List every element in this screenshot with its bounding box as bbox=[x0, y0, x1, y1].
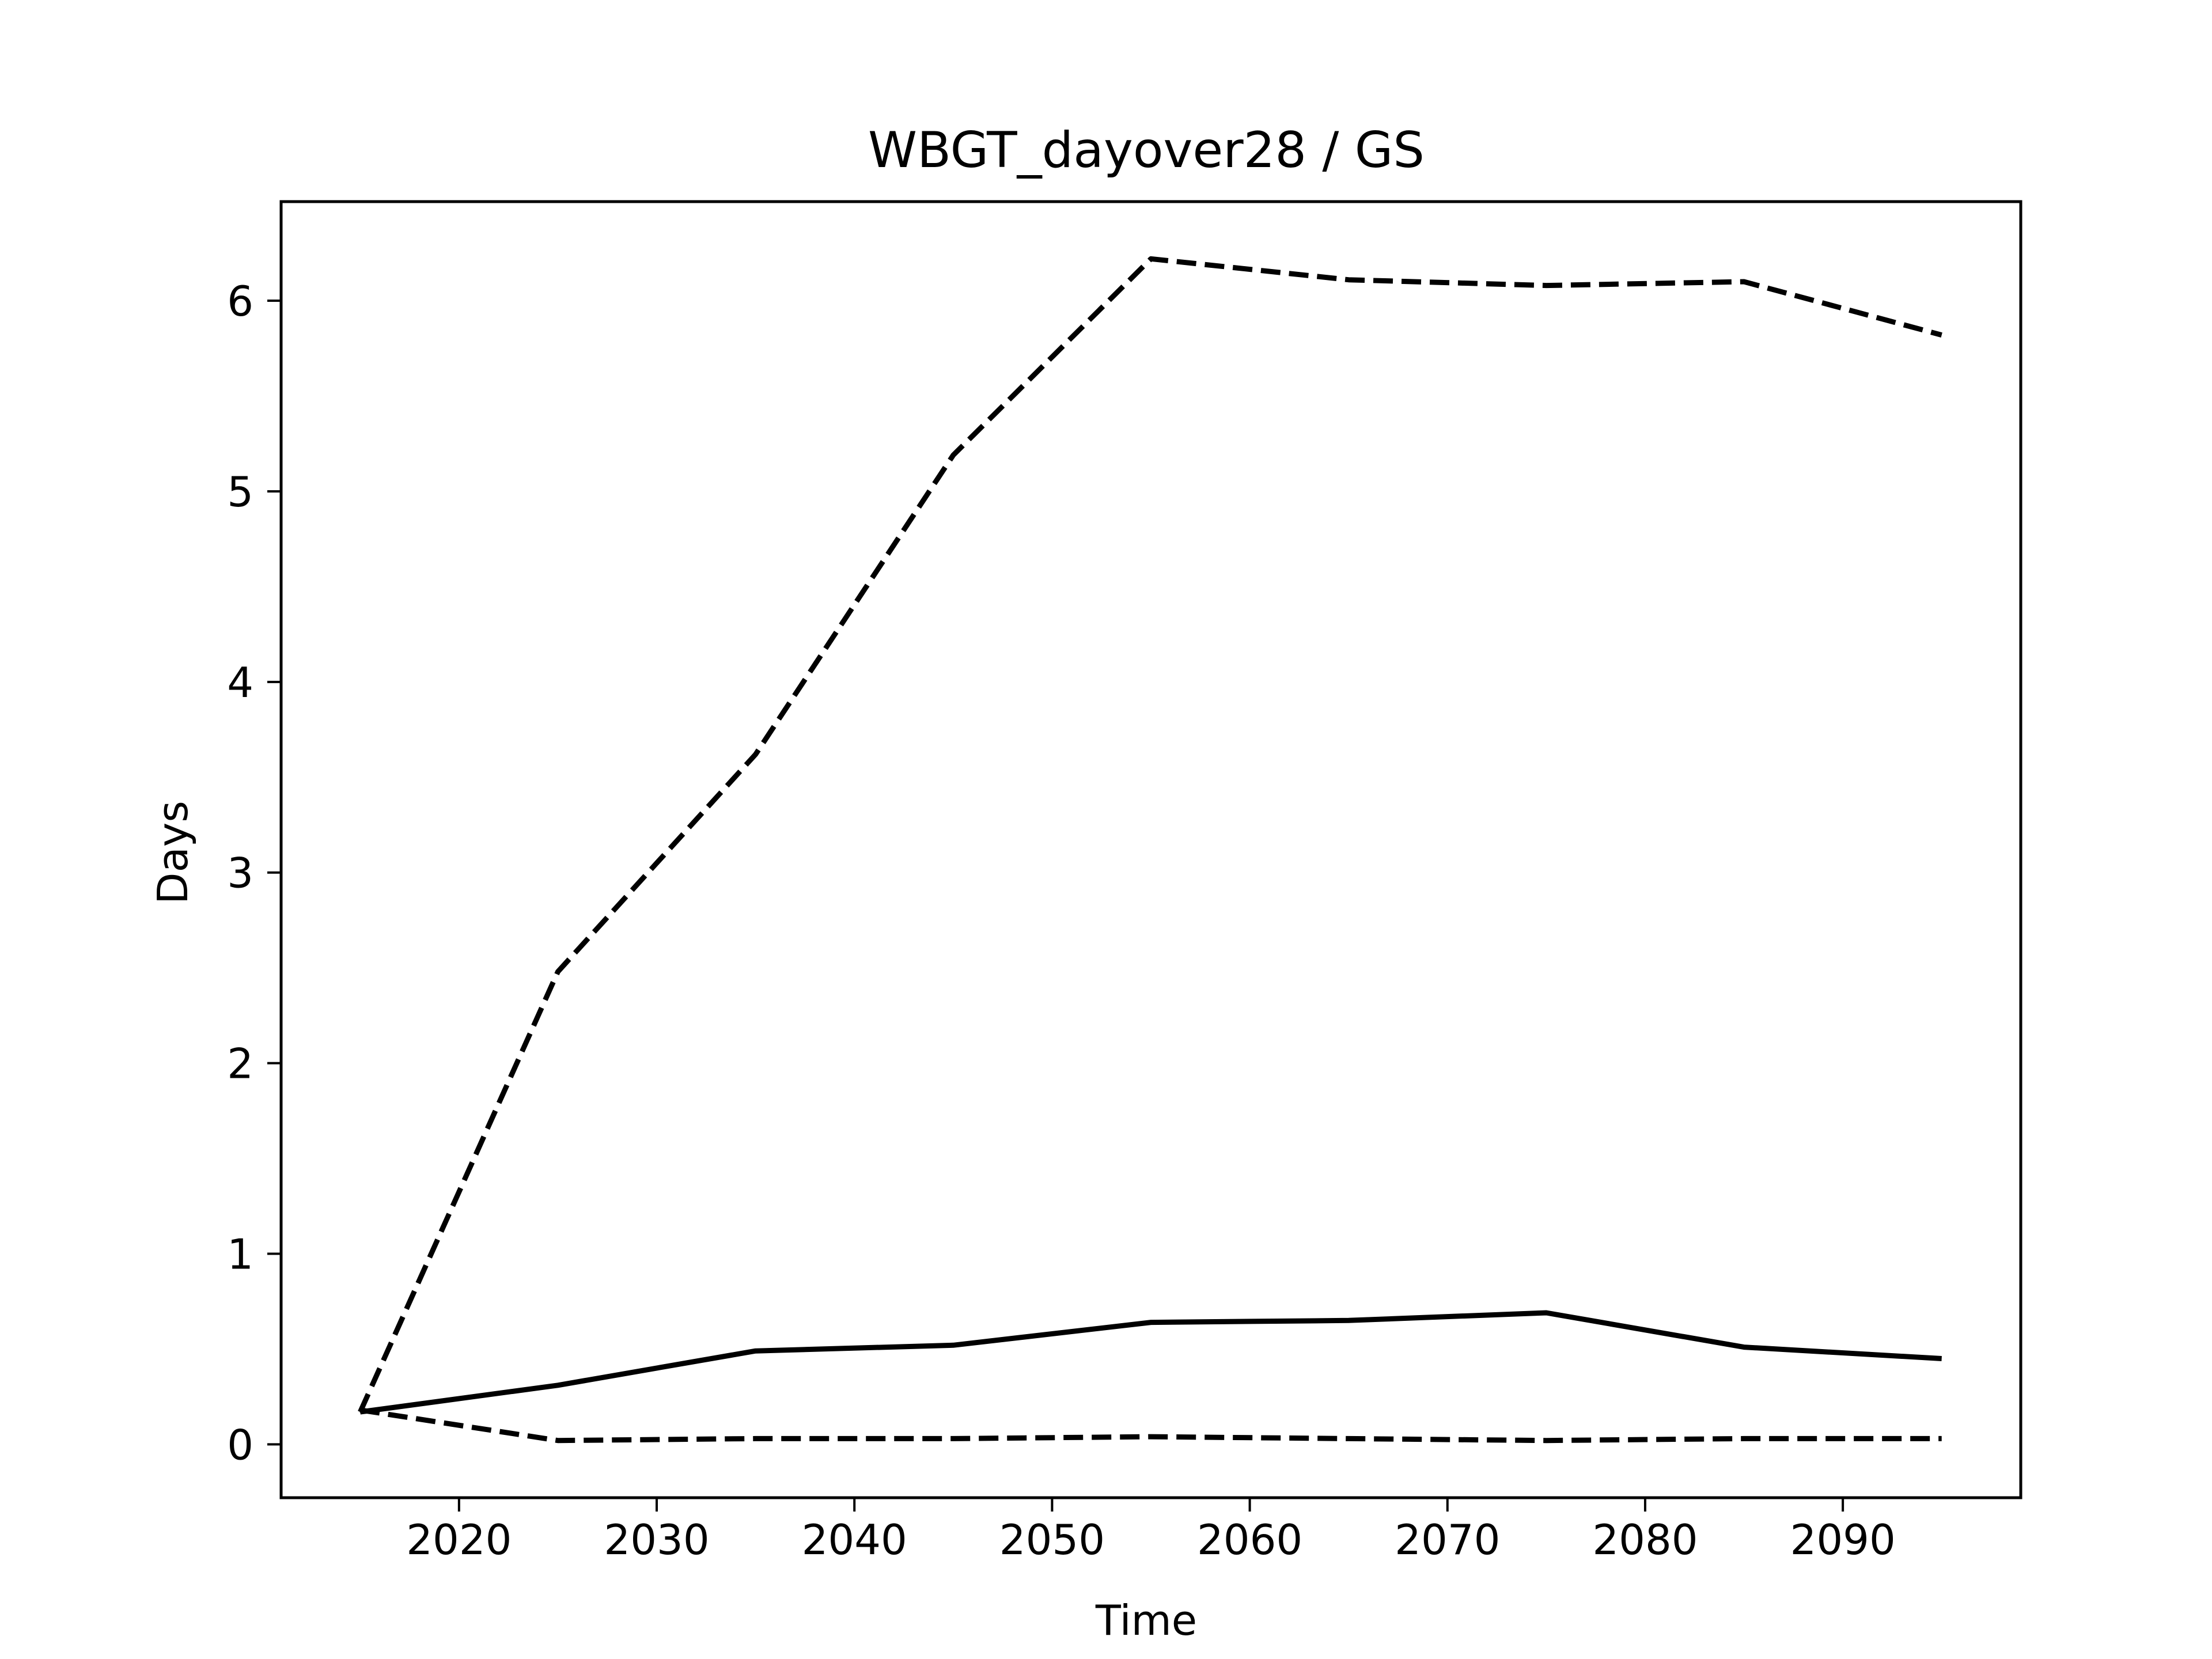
y-axis-label: Days bbox=[149, 801, 197, 904]
x-tick-label-2070: 2070 bbox=[1395, 1516, 1500, 1564]
y-tick-label-0: 0 bbox=[227, 1421, 253, 1469]
series-line-1 bbox=[359, 1310, 1942, 1415]
y-tick-label-5: 5 bbox=[227, 468, 253, 516]
x-tick-label-2040: 2040 bbox=[802, 1516, 907, 1564]
plot-area: 2020 2030 2040 2050 2060 2070 2080 2090 0 1 2 3 4 5 6 bbox=[227, 200, 2022, 1564]
x-tick-label-2080: 2080 bbox=[1592, 1516, 1698, 1564]
x-tick-label-2020: 2020 bbox=[406, 1516, 512, 1564]
x-tick-label-2060: 2060 bbox=[1197, 1516, 1302, 1564]
y-tick-label-2: 2 bbox=[227, 1040, 253, 1088]
y-tick-label-4: 4 bbox=[227, 658, 253, 707]
y-tick-label-3: 3 bbox=[227, 849, 253, 897]
series-line-3 bbox=[359, 1407, 1942, 1444]
axes-frame bbox=[279, 200, 2022, 1499]
series-line-2 bbox=[358, 256, 1942, 1413]
chart-title: WBGT_dayover28 / GS bbox=[868, 122, 1425, 179]
y-tick-label-1: 1 bbox=[227, 1230, 253, 1278]
x-tick-label-2090: 2090 bbox=[1790, 1516, 1896, 1564]
x-tick-label-2030: 2030 bbox=[604, 1516, 709, 1564]
x-tick-label-2050: 2050 bbox=[999, 1516, 1105, 1564]
y-tick-label-6: 6 bbox=[227, 277, 253, 325]
x-axis-label: Time bbox=[1095, 1596, 1197, 1645]
